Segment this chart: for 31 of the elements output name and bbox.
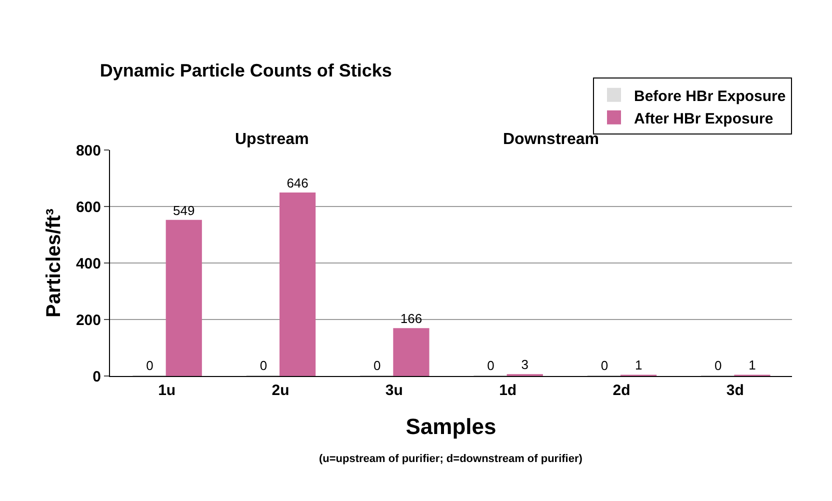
data-label: 0 [600, 358, 608, 373]
x-axis-title: Samples [406, 414, 496, 439]
x-tick-label: 3u [385, 382, 403, 399]
data-label: 0 [146, 358, 154, 373]
data-label: 0 [714, 358, 722, 373]
x-tick-label: 2d [612, 382, 630, 399]
legend-label: Before HBr Exposure [634, 88, 786, 105]
data-label: 549 [173, 202, 195, 218]
y-tick-label: 800 [76, 142, 101, 160]
data-label: 0 [487, 358, 494, 373]
chart-title: Dynamic Particle Counts of Sticks [100, 60, 392, 80]
data-label: 3 [521, 357, 528, 372]
x-tick-label: 1u [158, 382, 176, 399]
data-label: 646 [286, 176, 308, 191]
data-label: 166 [400, 311, 422, 326]
y-tick-label: 200 [76, 312, 101, 329]
y-tick-label: 0 [92, 368, 101, 386]
data-label: 0 [260, 358, 268, 373]
text: (u=upstream of purifier; d=downstream of purifier) [319, 453, 583, 465]
y-tick-label: 600 [76, 198, 101, 216]
text: Upstream [235, 131, 309, 148]
y-axis-title: Particles/ft³ [43, 208, 65, 318]
y-tick-label: 400 [76, 255, 101, 272]
data-label: 0 [374, 358, 381, 373]
data-label: 1 [634, 358, 642, 373]
text: Downstream [503, 131, 600, 148]
x-tick-label: 2u [272, 382, 290, 399]
x-tick-label: 1d [499, 382, 517, 399]
x-tick-label: 3d [726, 382, 744, 399]
data-label: 1 [748, 358, 756, 373]
legend-label: After HBr Exposure [634, 110, 774, 128]
